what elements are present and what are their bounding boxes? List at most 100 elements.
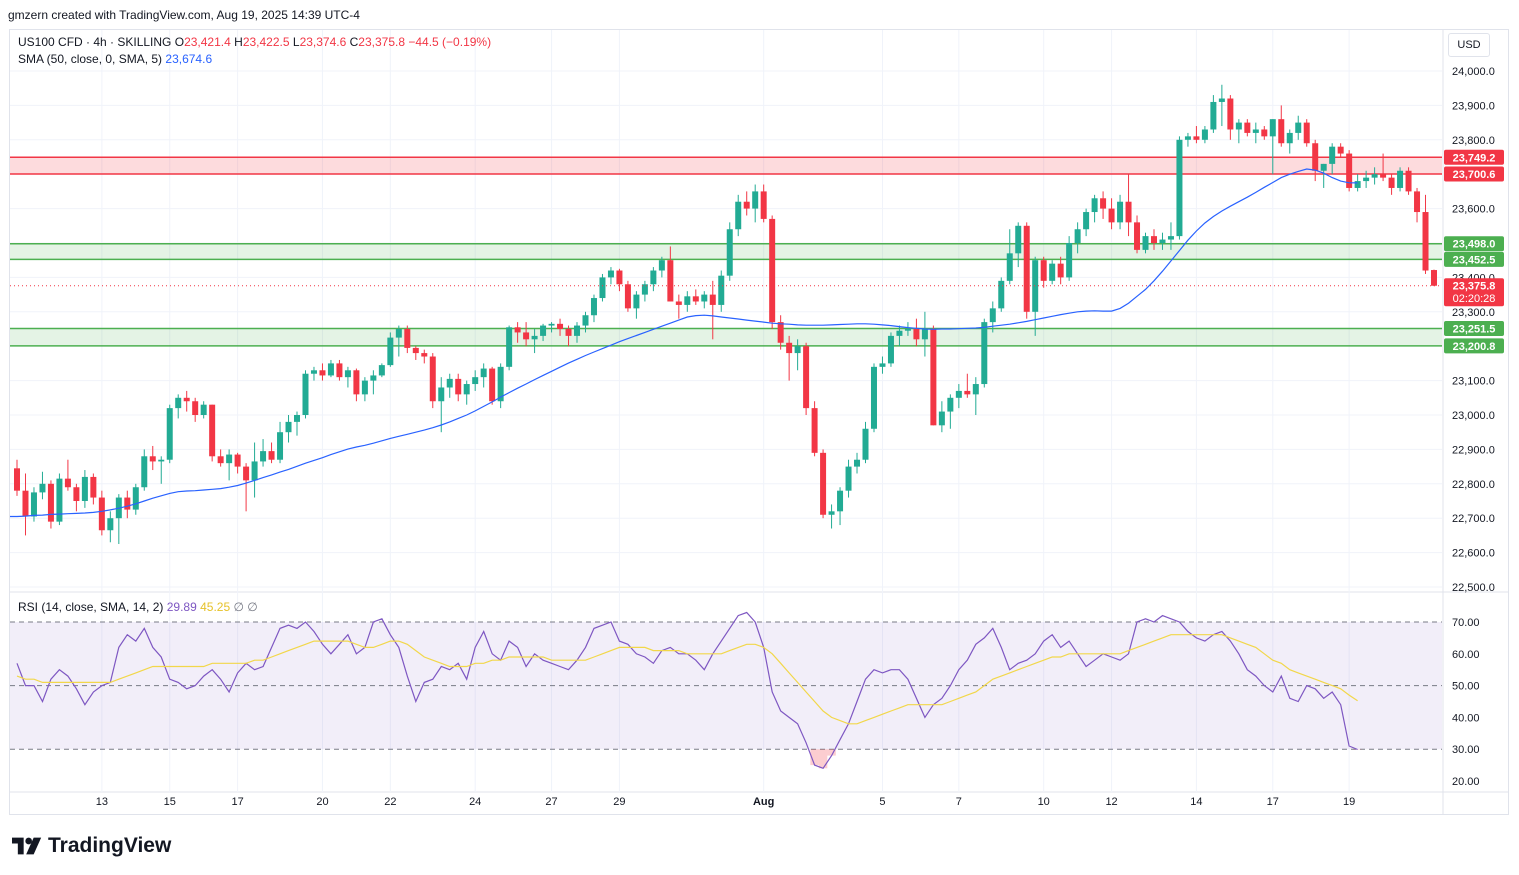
candle-body[interactable]	[955, 390, 962, 398]
candle-body[interactable]	[1235, 122, 1242, 130]
tradingview-logo[interactable]: TradingView	[12, 834, 171, 858]
candle-body[interactable]	[1210, 101, 1217, 130]
candle-body[interactable]	[870, 366, 877, 429]
candle-body[interactable]	[226, 454, 233, 464]
candle-body[interactable]	[514, 327, 521, 333]
candle-body[interactable]	[1201, 129, 1208, 140]
candle-body[interactable]	[395, 329, 402, 338]
candle-body[interactable]	[243, 466, 250, 481]
candle-body[interactable]	[1066, 243, 1073, 278]
candle-body[interactable]	[404, 329, 411, 348]
candle-body[interactable]	[599, 277, 606, 299]
candle-body[interactable]	[531, 335, 538, 340]
candle-body[interactable]	[260, 451, 267, 462]
candle-body[interactable]	[607, 270, 614, 278]
candle-body[interactable]	[1303, 122, 1310, 144]
candle-body[interactable]	[803, 346, 810, 409]
candle-body[interactable]	[540, 325, 547, 336]
candle-body[interactable]	[1032, 260, 1039, 312]
candle-body[interactable]	[506, 327, 513, 367]
candle-body[interactable]	[1252, 129, 1259, 133]
candle-body[interactable]	[344, 370, 351, 378]
candle-body[interactable]	[429, 356, 436, 402]
candle-body[interactable]	[438, 387, 445, 402]
candle-body[interactable]	[463, 384, 470, 395]
candle-body[interactable]	[370, 375, 377, 381]
candle-body[interactable]	[327, 363, 334, 376]
candle-body[interactable]	[446, 378, 453, 388]
candle-body[interactable]	[786, 342, 793, 354]
candle-body[interactable]	[1006, 253, 1013, 281]
candle-body[interactable]	[1015, 225, 1022, 254]
candle-body[interactable]	[192, 401, 199, 415]
candle-body[interactable]	[777, 322, 784, 343]
candle-body[interactable]	[472, 377, 479, 385]
candle-body[interactable]	[73, 487, 80, 501]
candle-body[interactable]	[1244, 122, 1251, 133]
candle-body[interactable]	[353, 370, 360, 395]
candle-body[interactable]	[47, 483, 54, 522]
candle-body[interactable]	[675, 301, 682, 305]
candle-body[interactable]	[489, 368, 496, 402]
candle-body[interactable]	[14, 468, 20, 491]
candle-body[interactable]	[310, 370, 317, 374]
candle-body[interactable]	[64, 478, 71, 488]
candle-body[interactable]	[132, 487, 139, 510]
candle-body[interactable]	[641, 284, 648, 295]
candle-body[interactable]	[1371, 174, 1378, 178]
candle-body[interactable]	[1405, 170, 1412, 192]
candle-body[interactable]	[565, 329, 572, 336]
candle-body[interactable]	[845, 466, 852, 491]
candle-body[interactable]	[1286, 132, 1293, 144]
sma-line[interactable]	[10, 168, 1358, 518]
candle-body[interactable]	[769, 218, 776, 323]
candle-body[interactable]	[1261, 129, 1268, 137]
candle-body[interactable]	[1422, 212, 1429, 271]
candle-body[interactable]	[624, 284, 631, 309]
candle-body[interactable]	[1346, 153, 1353, 188]
candle-body[interactable]	[175, 397, 182, 409]
candle-body[interactable]	[692, 296, 699, 302]
candle-body[interactable]	[1278, 119, 1285, 144]
candle-body[interactable]	[200, 404, 207, 415]
candle-body[interactable]	[251, 461, 258, 481]
candle-body[interactable]	[998, 280, 1005, 309]
candle-body[interactable]	[896, 330, 903, 336]
candle-body[interactable]	[1320, 163, 1327, 171]
candle-body[interactable]	[158, 459, 165, 462]
candle-body[interactable]	[1142, 236, 1149, 250]
candle-body[interactable]	[319, 370, 326, 376]
candle-body[interactable]	[938, 411, 945, 426]
candle-body[interactable]	[22, 490, 29, 517]
candle-body[interactable]	[1150, 236, 1157, 243]
candle-body[interactable]	[30, 492, 37, 517]
candle-body[interactable]	[904, 329, 911, 331]
candle-body[interactable]	[1167, 236, 1174, 240]
candle-body[interactable]	[141, 456, 148, 488]
candle-body[interactable]	[718, 275, 725, 305]
candle-body[interactable]	[837, 490, 844, 512]
candle-body[interactable]	[107, 518, 114, 531]
candle-body[interactable]	[820, 452, 827, 515]
candle-body[interactable]	[1134, 222, 1141, 250]
candle-body[interactable]	[336, 363, 343, 378]
candle-body[interactable]	[1040, 260, 1047, 281]
candle-body[interactable]	[794, 346, 801, 354]
candle-body[interactable]	[1184, 136, 1191, 140]
candle-body[interactable]	[1108, 208, 1115, 223]
sma-label[interactable]: SMA (50, close, 0, SMA, 5)	[18, 52, 163, 66]
candle-body[interactable]	[412, 347, 419, 354]
candle-body[interactable]	[548, 323, 555, 326]
candle-body[interactable]	[879, 363, 886, 367]
candle-body[interactable]	[166, 408, 173, 460]
candle-body[interactable]	[1227, 98, 1234, 130]
candle-body[interactable]	[1269, 119, 1276, 137]
candle-body[interactable]	[684, 296, 691, 305]
candle-body[interactable]	[633, 294, 640, 309]
candle-body[interactable]	[217, 456, 224, 464]
candle-body[interactable]	[1329, 146, 1336, 164]
candle-body[interactable]	[811, 408, 818, 453]
candle-body[interactable]	[1414, 191, 1421, 213]
candle-body[interactable]	[854, 459, 861, 467]
